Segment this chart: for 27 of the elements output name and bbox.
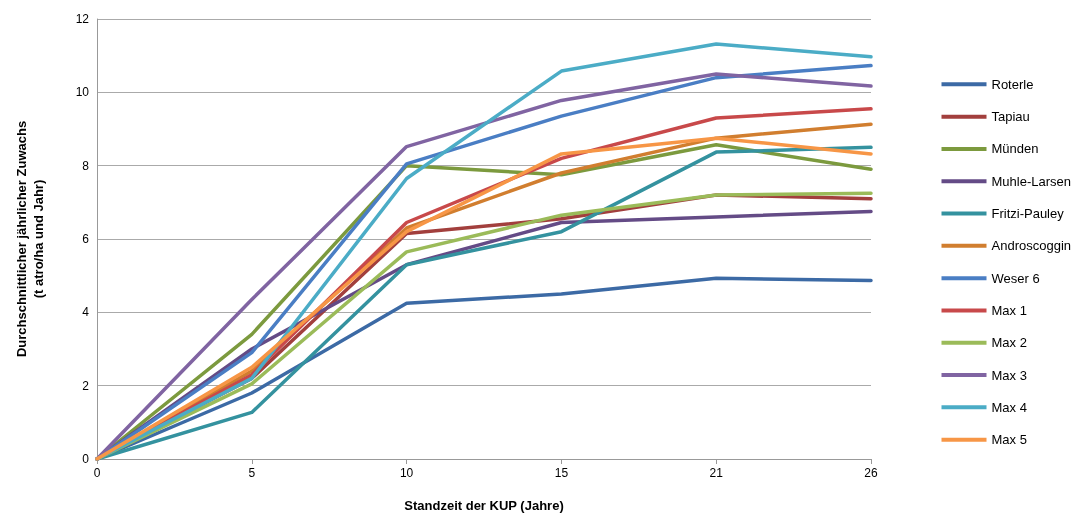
x-tick-label: 10 bbox=[399, 466, 414, 480]
legend-label: Muhle-Larsen bbox=[991, 173, 1071, 189]
legend-label: Max 5 bbox=[991, 432, 1027, 448]
y-tick-label: 0 bbox=[82, 452, 90, 466]
legend-label: Androscoggin bbox=[991, 238, 1071, 254]
legend-label: Weser 6 bbox=[991, 270, 1040, 286]
y-tick-label: 6 bbox=[82, 232, 90, 246]
legend-label: Max 3 bbox=[991, 367, 1027, 383]
legend-label: Max 1 bbox=[991, 302, 1027, 318]
legend-label: Tapiau bbox=[991, 109, 1030, 125]
legend-label: Max 4 bbox=[991, 399, 1027, 415]
y-tick-label: 4 bbox=[82, 305, 90, 320]
x-tick-label: 26 bbox=[864, 466, 878, 480]
y-axis-title: Durchschnittlicher jährlicher Zuwachs (t atro/ha und Jahr) bbox=[14, 120, 46, 358]
y-tick-label: 10 bbox=[75, 85, 90, 100]
x-tick-label: 15 bbox=[554, 466, 569, 480]
x-tick-label: 5 bbox=[248, 466, 256, 480]
legend-label: Münden bbox=[991, 141, 1039, 157]
legend-label: Max 2 bbox=[991, 335, 1027, 351]
y-tick-label: 2 bbox=[82, 378, 90, 393]
legend-label: Roterle bbox=[991, 76, 1034, 92]
y-tick-label: 8 bbox=[82, 158, 90, 173]
y-tick-label: 12 bbox=[75, 12, 90, 26]
legend-label: Fritzi-Pauley bbox=[991, 206, 1065, 222]
x-axis-title: Standzeit der KUP (Jahre) bbox=[404, 498, 564, 513]
x-tick-label: 21 bbox=[709, 466, 724, 480]
x-tick-label: 0 bbox=[93, 466, 101, 480]
